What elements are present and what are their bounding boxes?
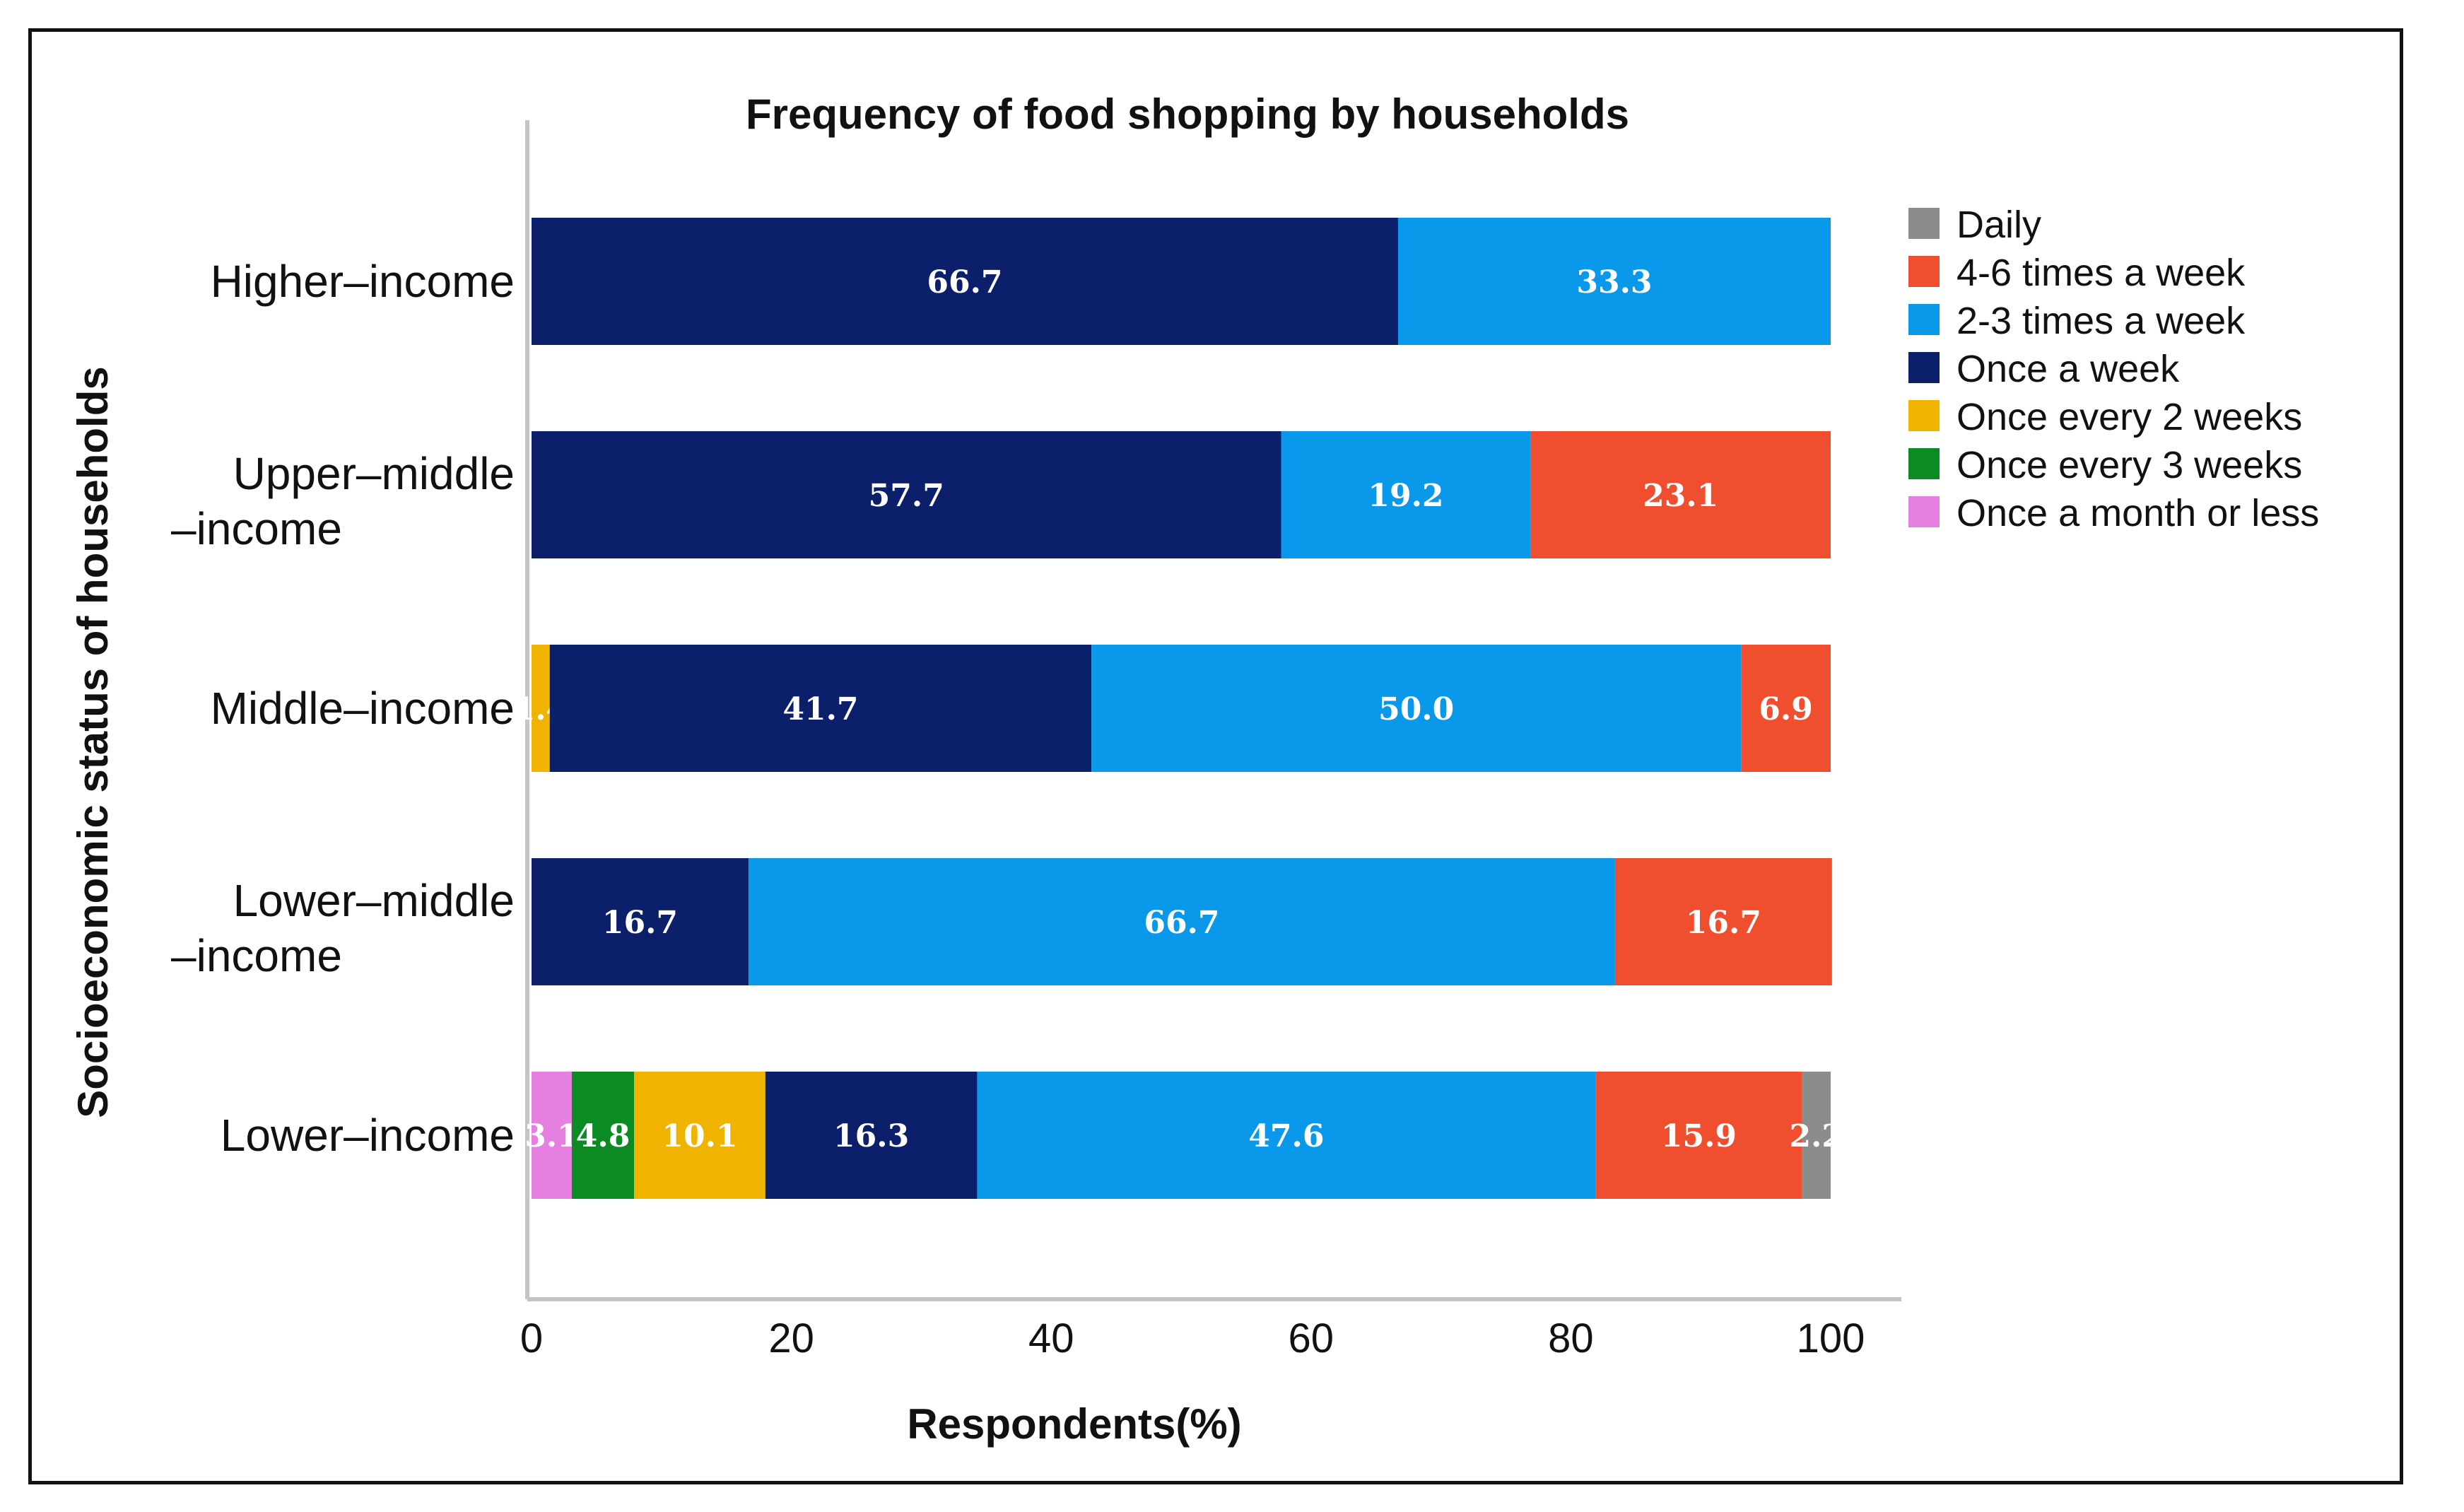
legend-swatch-daily	[1908, 208, 1940, 239]
legend-entry-once-every-2-weeks: Once every 2 weeks	[1956, 396, 2302, 438]
legend-swatch-2-3-times-a-week	[1908, 304, 1940, 335]
bar-segment-once-a-month-or-less-lower-income	[532, 1072, 572, 1199]
data-label-2-3-times-a-week-lower-middle-income: 66.7	[1144, 905, 1219, 941]
bar-segment-once-every-2-weeks-lower-income	[634, 1072, 765, 1199]
data-label-4-6-times-a-week-lower-middle-income: 16.7	[1686, 905, 1761, 941]
data-label-2-3-times-a-week-lower-income: 47.6	[1248, 1118, 1324, 1154]
legend-swatch-once-a-month-or-less	[1908, 496, 1940, 527]
data-label-once-a-week-upper-middle-income: 57.7	[869, 478, 944, 514]
category-label-upper-middle-income: Upper–middle –income	[171, 448, 515, 554]
x-tick-label-40: 40	[1028, 1315, 1074, 1361]
category-label-line: –income	[171, 930, 342, 981]
bar-segment-once-a-week-middle-income	[549, 645, 1092, 772]
data-label-4-6-times-a-week-middle-income: 6.9	[1759, 691, 1813, 727]
bar-segment-2-3-times-a-week-middle-income	[1091, 645, 1742, 772]
x-tick-label-80: 80	[1548, 1315, 1594, 1361]
legend-entry-once-a-month-or-less: Once a month or less	[1956, 492, 2319, 534]
data-label-4-6-times-a-week-lower-income: 15.9	[1661, 1118, 1737, 1154]
chart-title: Frequency of food shopping by households	[746, 90, 1629, 138]
bar-segment-2-3-times-a-week-lower-middle-income	[748, 858, 1615, 985]
legend-swatch-4-6-times-a-week	[1908, 256, 1940, 287]
data-label-once-a-week-middle-income: 41.7	[782, 691, 858, 727]
x-axis-label: Respondents(%)	[907, 1400, 1241, 1448]
legend-swatch-once-a-week	[1908, 352, 1940, 383]
bar-segment-once-a-week-higher-income	[532, 218, 1398, 345]
data-label-2-3-times-a-week-upper-middle-income: 19.2	[1368, 478, 1443, 514]
data-label-daily-lower-income: 2.2	[1790, 1118, 1844, 1154]
data-label-2-3-times-a-week-higher-income: 33.3	[1576, 264, 1652, 300]
data-label-2-3-times-a-week-middle-income: 50.0	[1378, 691, 1454, 727]
legend-entry-2-3-times-a-week: 2-3 times a week	[1956, 300, 2246, 342]
data-label-once-a-week-lower-middle-income: 16.7	[602, 905, 678, 941]
bar-segment-once-every-2-weeks-middle-income	[532, 645, 550, 772]
category-label-line: Lower–middle	[233, 875, 515, 926]
legend-entry-4-6-times-a-week: 4-6 times a week	[1956, 252, 2246, 294]
data-label-once-every-3-weeks-lower-income: 4.8	[576, 1118, 630, 1154]
data-label-once-a-month-or-less-lower-income: 3.1	[524, 1118, 579, 1154]
x-tick-label-0: 0	[520, 1315, 543, 1361]
legend-entry-daily: Daily	[1956, 204, 2041, 246]
bar-segment-4-6-times-a-week-upper-middle-income	[1530, 431, 1831, 558]
figure-frame	[28, 28, 2403, 1484]
bar-segment-once-a-week-upper-middle-income	[532, 431, 1281, 558]
x-tick-label-20: 20	[768, 1315, 814, 1361]
category-label-higher-income: Higher–income	[211, 256, 515, 307]
bar-segment-2-3-times-a-week-higher-income	[1397, 218, 1831, 345]
legend: Daily 4-6 times a week 2-3 times a week Onc…	[1908, 204, 2319, 534]
legend-entry-once-a-week: Once a week	[1956, 348, 2180, 390]
bar-segment-4-6-times-a-week-lower-income	[1595, 1072, 1802, 1199]
category-label-middle-income: Middle–income	[211, 683, 515, 734]
data-label-4-6-times-a-week-upper-middle-income: 23.1	[1643, 478, 1718, 514]
x-tick-label-60: 60	[1289, 1315, 1334, 1361]
bar-segment-2-3-times-a-week-upper-middle-income	[1281, 431, 1531, 558]
bar-segment-once-a-week-lower-income	[765, 1072, 978, 1199]
x-tick-label-100: 100	[1797, 1315, 1865, 1361]
category-label-line: Upper–middle	[233, 448, 515, 499]
y-axis-label: Socioeconomic status of households	[69, 366, 117, 1118]
plot-area: 0 20 40 60 80 100 Higher–income 66.7 33.3 Upper–m…	[171, 120, 1901, 1361]
legend-swatch-once-every-2-weeks	[1908, 400, 1940, 431]
bar-segment-4-6-times-a-week-lower-middle-income	[1614, 858, 1832, 985]
bar-segment-2-3-times-a-week-lower-income	[977, 1072, 1596, 1199]
data-label-once-a-week-lower-income: 16.3	[833, 1118, 909, 1154]
bar-segment-once-every-3-weeks-lower-income	[571, 1072, 635, 1199]
bar-segment-4-6-times-a-week-middle-income	[1741, 645, 1831, 772]
data-label-once-every-2-weeks-lower-income: 10.1	[662, 1118, 737, 1154]
legend-swatch-once-every-3-weeks	[1908, 448, 1940, 479]
bar-segment-once-a-week-lower-middle-income	[532, 858, 749, 985]
bar-segment-daily-lower-income	[1802, 1072, 1831, 1199]
category-label-lower-income: Lower–income	[221, 1110, 515, 1161]
data-label-once-a-week-higher-income: 66.7	[927, 264, 1002, 300]
category-label-lower-middle-income: Lower–middle –income	[171, 875, 515, 981]
legend-entry-once-every-3-weeks: Once every 3 weeks	[1956, 444, 2302, 486]
category-label-line: –income	[171, 503, 342, 554]
